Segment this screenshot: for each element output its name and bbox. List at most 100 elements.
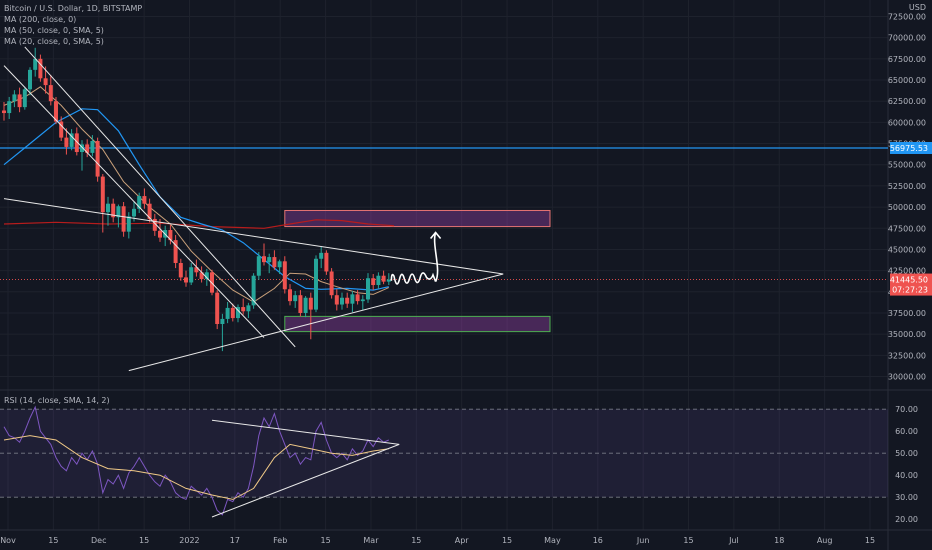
candle[interactable] <box>277 259 282 275</box>
candle[interactable] <box>85 139 90 158</box>
candle[interactable] <box>142 188 147 209</box>
candle[interactable] <box>319 246 324 269</box>
ma200-legend[interactable]: MA (200, close, 0) <box>4 15 77 24</box>
candle[interactable] <box>152 213 157 236</box>
rsi-series <box>3 405 400 518</box>
candle[interactable] <box>334 289 339 311</box>
candle-body <box>334 295 339 305</box>
candle[interactable] <box>329 268 334 299</box>
candle[interactable] <box>194 259 199 277</box>
candle[interactable] <box>267 253 272 274</box>
candle[interactable] <box>371 274 376 291</box>
time-tick-label: May <box>544 536 561 545</box>
candle-body <box>59 121 64 138</box>
candle[interactable] <box>168 224 173 245</box>
candle[interactable] <box>28 67 32 96</box>
candle[interactable] <box>293 290 298 308</box>
time-tick-label: Aug <box>817 536 833 545</box>
candle[interactable] <box>376 272 381 289</box>
ma50-line[interactable] <box>3 108 389 291</box>
candle[interactable] <box>246 302 251 319</box>
candle[interactable] <box>69 129 74 151</box>
candle[interactable] <box>256 251 261 280</box>
candle[interactable] <box>173 235 178 269</box>
current-price-tag[interactable] <box>890 273 932 296</box>
candle[interactable] <box>324 250 329 275</box>
candle[interactable] <box>126 212 131 239</box>
candle[interactable] <box>48 74 53 106</box>
triangle-lower-trendline[interactable] <box>128 273 504 372</box>
candle[interactable] <box>220 313 225 352</box>
candle[interactable] <box>178 258 183 281</box>
candle[interactable] <box>17 87 22 113</box>
symbol-title[interactable]: Bitcoin / U.S. Dollar, 1D, BITSTAMP <box>4 4 143 13</box>
candle-body <box>199 272 204 280</box>
rsi-triangle-upper[interactable] <box>211 419 400 445</box>
candle[interactable] <box>80 140 84 171</box>
price-tick-label: 30000.00 <box>888 373 926 382</box>
candle[interactable] <box>184 270 188 287</box>
candle[interactable] <box>111 198 116 223</box>
candle[interactable] <box>345 292 350 308</box>
candle[interactable] <box>340 292 344 310</box>
projection-arrow-head[interactable] <box>429 231 442 240</box>
candle[interactable] <box>303 296 308 318</box>
ma50-legend[interactable]: MA (50, close, 0, SMA, 5) <box>4 26 104 35</box>
candle[interactable] <box>272 250 277 270</box>
candle[interactable] <box>262 243 266 266</box>
candle[interactable] <box>100 174 105 233</box>
candle-body <box>173 240 178 264</box>
candle[interactable] <box>236 304 240 323</box>
candle[interactable] <box>381 270 386 285</box>
candle[interactable] <box>350 290 355 313</box>
upper-target-zone[interactable] <box>284 209 551 228</box>
candle[interactable] <box>230 303 235 322</box>
candle[interactable] <box>241 298 246 315</box>
candle[interactable] <box>90 135 95 157</box>
candle[interactable] <box>95 137 100 182</box>
candle[interactable] <box>7 96 12 119</box>
channel-lower-trendline[interactable] <box>3 65 265 338</box>
candle[interactable] <box>43 66 48 94</box>
candle[interactable] <box>2 102 6 121</box>
channel-upper-trendline[interactable] <box>24 46 296 348</box>
candle[interactable] <box>251 273 256 309</box>
rsi-legend[interactable]: RSI (14, close, SMA, 14, 2) <box>4 396 110 405</box>
candle[interactable] <box>22 86 27 110</box>
candle[interactable] <box>199 266 204 283</box>
candle[interactable] <box>355 290 360 305</box>
candle[interactable] <box>386 273 391 286</box>
candle-body <box>220 318 225 325</box>
candle[interactable] <box>137 192 142 214</box>
candle-body <box>121 206 126 232</box>
ma20-legend[interactable]: MA (20, close, 0, SMA, 5) <box>4 37 104 46</box>
candle[interactable] <box>38 54 43 82</box>
candle[interactable] <box>64 128 69 155</box>
triangle-upper-trendline[interactable] <box>3 198 504 275</box>
candle[interactable] <box>225 301 230 324</box>
candle[interactable] <box>158 218 162 242</box>
rsi-triangle-lower[interactable] <box>211 443 400 518</box>
candle[interactable] <box>366 273 370 303</box>
candle[interactable] <box>308 292 313 340</box>
candle[interactable] <box>298 290 303 317</box>
resistance-price-tag[interactable] <box>890 141 932 154</box>
rsi-ma-line[interactable] <box>3 435 389 500</box>
candle[interactable] <box>189 263 194 286</box>
lower-support-zone[interactable] <box>284 315 551 333</box>
candle[interactable] <box>314 255 318 313</box>
candle[interactable] <box>360 295 365 311</box>
candle[interactable] <box>282 256 287 294</box>
candle[interactable] <box>12 90 17 108</box>
projection-arrow-shaft[interactable] <box>433 232 439 282</box>
candle[interactable] <box>59 116 64 142</box>
candle[interactable] <box>215 290 220 330</box>
candle[interactable] <box>106 196 110 226</box>
projection-wave[interactable] <box>390 272 437 285</box>
candle[interactable] <box>33 47 38 77</box>
price-tick-label: 70000.00 <box>888 34 926 43</box>
candle[interactable] <box>121 202 126 237</box>
candle[interactable] <box>288 284 292 306</box>
ma200-line[interactable] <box>3 219 395 229</box>
